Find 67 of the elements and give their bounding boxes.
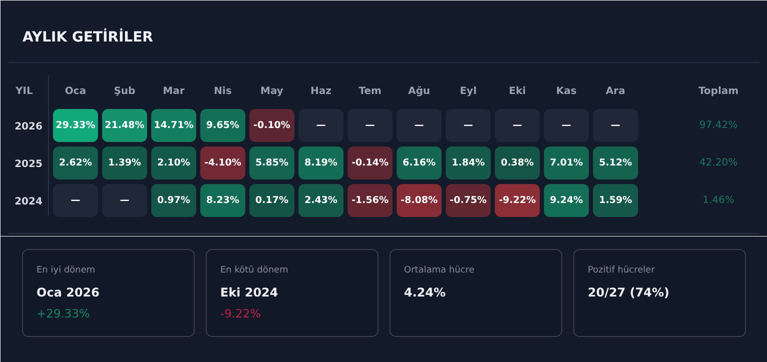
text: — — [610, 120, 620, 131]
data-label: 1.39% — [108, 158, 142, 168]
data-label: 9.65% — [206, 120, 240, 131]
text: — — [512, 120, 522, 131]
data-label: 14.71% — [154, 120, 194, 131]
text: 20/27 (74%) — [588, 286, 670, 300]
data-label: 2.10% — [157, 158, 191, 168]
category-label: Ortalama hücre — [404, 266, 475, 276]
category-label: En kötü dönem — [220, 266, 288, 276]
data-label: -9.22% — [498, 195, 536, 206]
y-tick-label: 2025 — [14, 159, 42, 170]
chart-title: AYLIK GETİRİLER — [22, 28, 154, 46]
x-tick-label: Eki — [508, 86, 526, 97]
category-label: Pozitif hücreler — [588, 266, 656, 276]
text: — — [463, 120, 473, 131]
data-label: 5.85% — [255, 158, 289, 168]
text: — — [414, 120, 424, 131]
text: — — [316, 120, 326, 131]
x-tick-label: Haz — [310, 86, 332, 97]
data-label: 6.16% — [402, 158, 436, 168]
data-label: -0.14% — [352, 158, 389, 168]
text: — — [70, 195, 80, 206]
text: 4.24% — [404, 286, 446, 300]
data-label: -4.10% — [204, 158, 242, 168]
text: — — [120, 195, 130, 206]
text: Eki 2024 — [220, 286, 278, 300]
data-label: 7.01% — [550, 158, 584, 168]
data-label: 1.59% — [599, 195, 632, 206]
data-label: 0.97% — [157, 195, 191, 206]
text: -9.22% — [220, 306, 262, 320]
x-tick-label: May — [260, 86, 284, 97]
x-tick-label: Ağu — [408, 86, 430, 97]
text: +29.33% — [36, 306, 90, 320]
y2-tick-label: 97.42% — [699, 120, 738, 131]
x-tick-label: Mar — [162, 86, 185, 97]
text: — — [562, 120, 572, 131]
x-tick-label: Oca — [64, 86, 86, 97]
x-tick-label: Tem — [358, 86, 382, 97]
y2-tick-label: 1.46% — [702, 195, 734, 206]
data-label: -0.10% — [253, 120, 291, 131]
data-label: 2.62% — [59, 158, 92, 168]
data-label: 21.48% — [104, 120, 145, 131]
y2-tick-label: 42.20% — [699, 158, 738, 168]
text: Oca 2026 — [36, 286, 100, 300]
text: — — [365, 120, 375, 131]
y2-axis-title: Toplam — [698, 86, 739, 97]
data-label: 2.43% — [304, 195, 338, 206]
data-label: -0.75% — [450, 195, 488, 206]
data-label: 0.17% — [255, 195, 289, 206]
data-label: 9.24% — [550, 195, 584, 206]
x-tick-label: Kas — [556, 86, 577, 97]
data-label: -8.08% — [400, 195, 438, 206]
y-tick-label: 2024 — [14, 196, 42, 208]
data-label: 1.84% — [452, 158, 486, 168]
x-tick-label: Ara — [606, 86, 626, 97]
y-axis-title: YIL — [14, 86, 34, 97]
data-label: 8.19% — [304, 158, 338, 168]
category-label: En iyi dönem — [36, 266, 96, 276]
x-tick-label: Şub — [114, 86, 136, 97]
data-label: 8.23% — [206, 195, 240, 206]
data-label: 29.33% — [56, 120, 96, 131]
y-tick-label: 2026 — [14, 122, 42, 132]
x-tick-label: Eyl — [460, 86, 477, 97]
data-label: -1.56% — [352, 195, 389, 206]
data-label: 5.12% — [599, 158, 632, 168]
data-label: 0.38% — [500, 158, 534, 168]
x-tick-label: Nis — [214, 86, 232, 97]
